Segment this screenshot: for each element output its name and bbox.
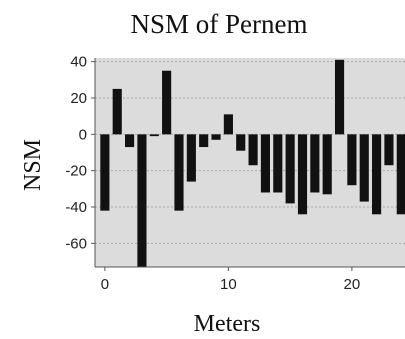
y-tick-label: 0 [79,126,87,143]
bar [347,134,357,186]
y-axis-ticks: 40 20 0 -20 -40 -60 [65,54,95,252]
x-tick-label: 20 [344,276,361,293]
x-axis-title: Meters [194,311,261,337]
y-axis-title: NSM [20,139,46,191]
bar [100,134,110,211]
bar [248,134,258,166]
bar [236,134,246,151]
bar [310,134,320,193]
bar [260,134,271,193]
bar [384,134,394,166]
bar [186,134,196,182]
bar [396,134,405,215]
x-axis-ticks: 0 10 20 [101,267,361,293]
x-tick-label: 10 [220,276,237,293]
y-tick-label: -40 [65,199,87,216]
bar-series [100,59,405,267]
bar [359,134,369,202]
bar [149,134,159,137]
bar [322,134,332,195]
axes [94,58,405,268]
x-tick-label: 0 [101,276,109,293]
bar [174,134,184,211]
bar [334,59,345,135]
bar [125,134,135,148]
y-tick-label: 40 [70,54,87,71]
bar [372,134,382,215]
bar [273,134,283,193]
bar [199,134,209,148]
bar [112,88,122,135]
bar [137,134,147,267]
y-tick-label: -20 [65,163,87,180]
bar [211,134,221,140]
bar [285,134,295,204]
bar [162,70,172,135]
y-tick-label: 20 [70,90,87,107]
y-tick-label: -60 [65,235,87,252]
chart-title: NSM of Pernem [131,9,308,39]
bar [297,134,308,215]
bar [223,114,233,135]
